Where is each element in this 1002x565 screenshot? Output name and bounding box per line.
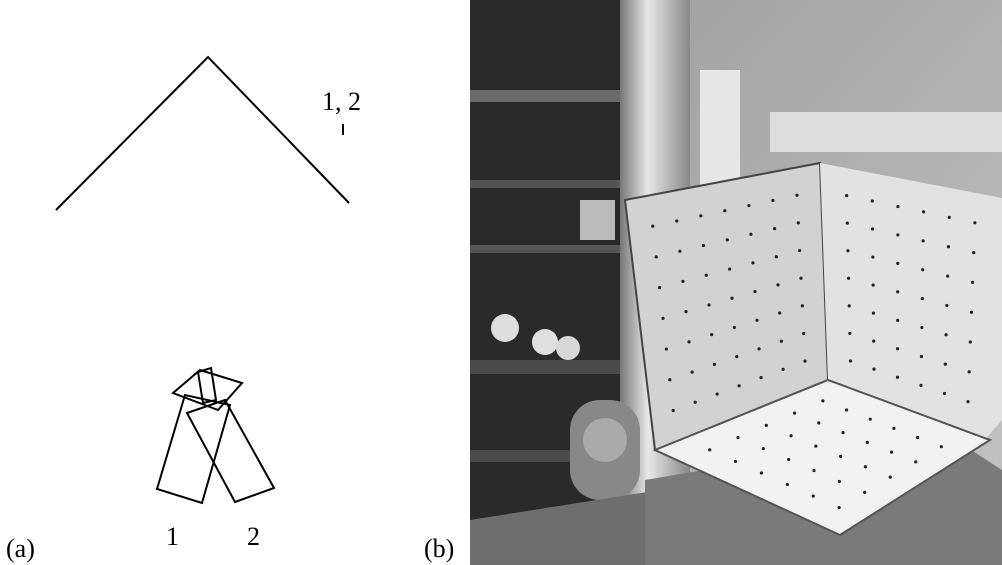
panel-b-label: (b): [424, 534, 454, 563]
figure: 1, 2 1 2 (a): [0, 0, 1002, 565]
camera-1-label: 1: [166, 522, 179, 551]
camera-2: [187, 400, 274, 502]
panel-a-label: (a): [6, 534, 35, 563]
camera-2-label: 2: [247, 522, 260, 551]
camera-pair-label: 1, 2: [322, 87, 361, 116]
scene-corner: [56, 57, 349, 210]
panel-a: 1, 2 1 2 (a): [6, 57, 361, 563]
panel-b-photo: [470, 0, 1002, 565]
